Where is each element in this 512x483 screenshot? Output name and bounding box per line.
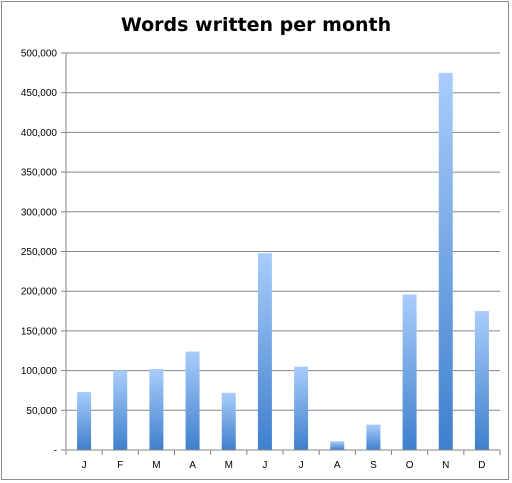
x-tick-label: N — [442, 460, 449, 471]
chart-title: Words written per month — [121, 14, 391, 36]
axes — [65, 53, 501, 455]
bar — [402, 294, 417, 450]
y-axis-tick-labels: - 50,000 100,000 150,000 200,000 250,000 300,0… — [21, 49, 58, 457]
y-tick-label: 50,000 — [26, 406, 57, 417]
y-tick-label: 300,000 — [21, 207, 58, 218]
y-tick-label: 150,000 — [21, 326, 58, 337]
bar — [474, 311, 489, 450]
y-tick-label: 100,000 — [21, 366, 58, 377]
y-tick-label: - — [54, 446, 57, 457]
bar — [185, 351, 200, 450]
bar — [257, 253, 272, 450]
x-tick-label: F — [117, 460, 123, 471]
bar — [113, 370, 128, 450]
x-tick-label: M — [225, 460, 233, 471]
x-tick-label: J — [82, 460, 87, 471]
x-tick-label: D — [478, 460, 485, 471]
x-tick-label: J — [262, 460, 267, 471]
x-tick-label: A — [334, 460, 341, 471]
x-tick-label: O — [406, 460, 414, 471]
x-tick-label: A — [189, 460, 196, 471]
y-tick-label: 200,000 — [21, 287, 58, 298]
bar — [366, 424, 381, 450]
bar — [330, 441, 345, 450]
bar — [438, 72, 453, 450]
y-tick-label: 400,000 — [21, 128, 58, 139]
bars — [77, 72, 489, 450]
bar — [149, 369, 164, 450]
y-tick-label: 500,000 — [21, 49, 58, 60]
bar — [294, 366, 309, 450]
x-tick-label: J — [299, 460, 304, 471]
y-tick-label: 250,000 — [21, 247, 58, 258]
bar — [77, 392, 92, 450]
x-tick-label: M — [152, 460, 160, 471]
y-tick-label: 350,000 — [21, 168, 58, 179]
x-tick-label: S — [370, 460, 377, 471]
y-tick-label: 450,000 — [21, 88, 58, 99]
grid-lines — [61, 52, 500, 451]
bar — [221, 392, 236, 450]
